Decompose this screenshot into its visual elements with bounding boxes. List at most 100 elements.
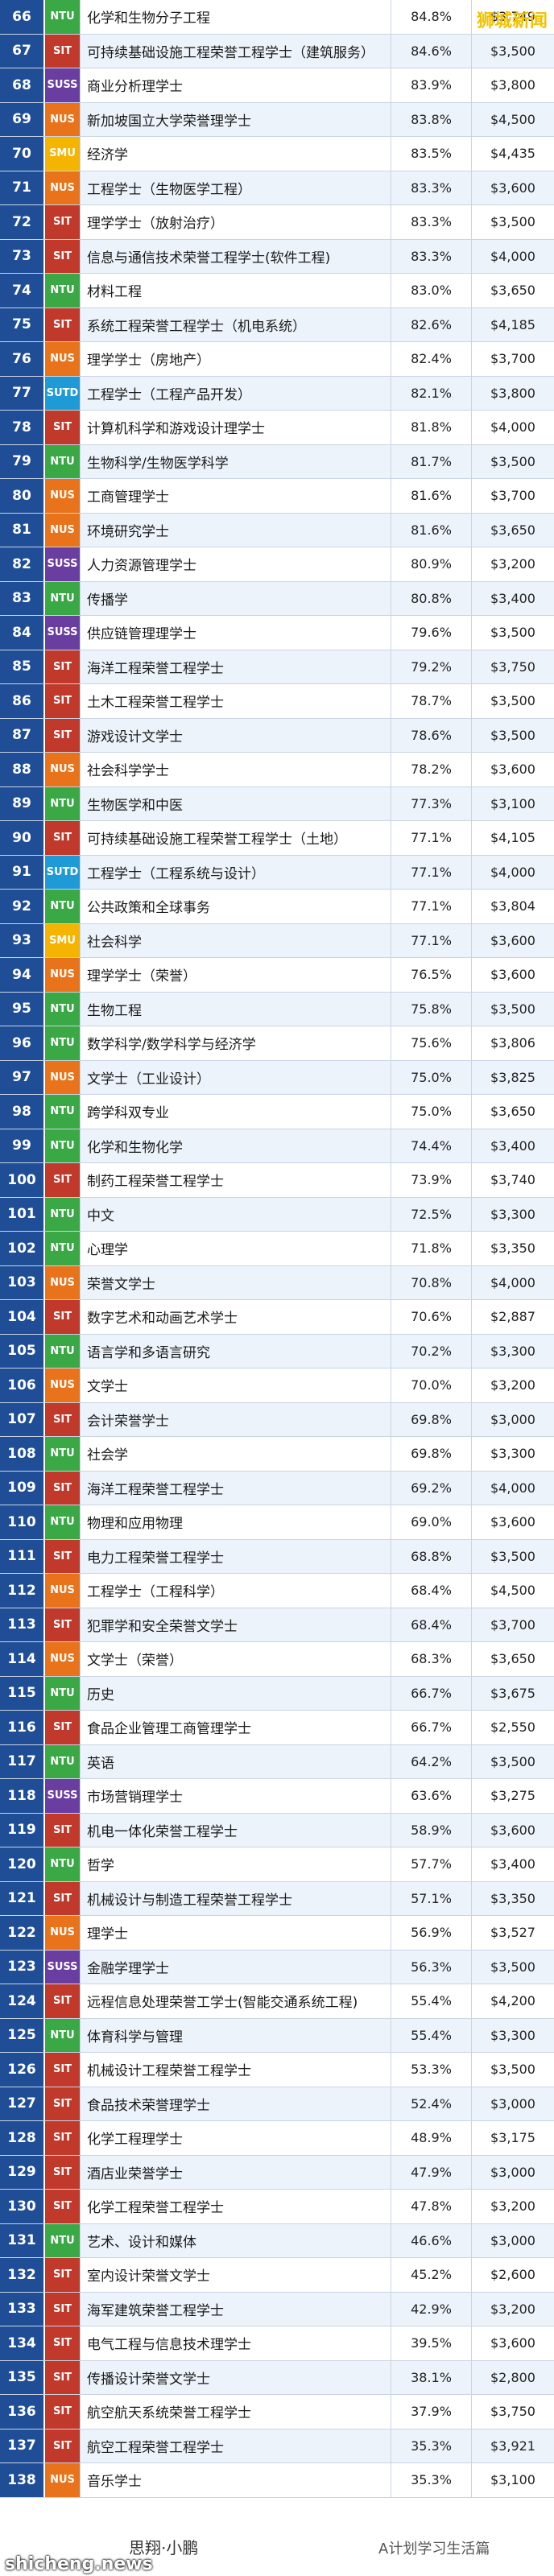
table-row: 94 NUS 理学学士（荣誉） 76.5% $3,600 <box>0 958 554 993</box>
employment-rate-cell: 80.9% <box>391 547 472 581</box>
rank-cell: 120 <box>0 1847 45 1881</box>
table-row: 101 NTU 中文 72.5% $3,300 <box>0 1197 554 1232</box>
program-cell: 室内设计荣誉文学士 <box>81 2258 391 2292</box>
rank-cell: 131 <box>0 2223 45 2257</box>
program-cell: 传播设计荣誉文学士 <box>81 2360 391 2394</box>
school-badge: NTU <box>45 1026 81 1060</box>
employment-rate-cell: 78.7% <box>391 684 472 718</box>
table-row: 91 SUTD 工程学士（工程系统与设计） 77.1% $4,000 <box>0 855 554 890</box>
program-cell: 化学和生物化学 <box>81 1129 391 1162</box>
employment-rate-cell: 55.4% <box>391 2018 472 2052</box>
school-badge: NUS <box>45 1574 81 1608</box>
school-badge: NUS <box>45 1368 81 1402</box>
school-badge: SIT <box>45 1984 81 2018</box>
program-cell: 会计荣誉学士 <box>81 1402 391 1436</box>
table-row: 129 SIT 酒店业荣誉学士 47.9% $3,000 <box>0 2155 554 2190</box>
table-row: 71 NUS 工程学士（生物医学工程） 83.3% $3,600 <box>0 171 554 205</box>
rank-cell: 76 <box>0 342 45 376</box>
school-badge: SIT <box>45 2360 81 2394</box>
employment-rate-cell: 80.8% <box>391 581 472 615</box>
school-badge: NTU <box>45 1129 81 1162</box>
employment-rate-cell: 56.9% <box>391 1916 472 1950</box>
employment-rate-cell: 77.1% <box>391 855 472 889</box>
salary-cell: $3,000 <box>490 2095 535 2112</box>
school-badge: NTU <box>45 890 81 923</box>
program-cell: 中文 <box>81 1197 391 1231</box>
school-badge: NUS <box>45 513 81 547</box>
employment-rate-cell: 58.9% <box>391 1813 472 1847</box>
rank-cell: 84 <box>0 616 45 650</box>
school-badge: SIT <box>45 308 81 341</box>
program-cell: 材料工程 <box>81 274 391 308</box>
program-cell: 社会科学 <box>81 923 391 957</box>
employment-rate-cell: 78.6% <box>391 718 472 752</box>
rank-cell: 83 <box>0 581 45 615</box>
school-badge: NUS <box>45 171 81 204</box>
school-badge: SIT <box>45 239 81 273</box>
program-cell: 电气工程与信息技术理学士 <box>81 2326 391 2360</box>
rank-cell: 106 <box>0 1368 45 1402</box>
table-row: 95 NTU 生物工程 75.8% $3,500 <box>0 992 554 1026</box>
program-cell: 机电一体化荣誉工程学士 <box>81 1813 391 1847</box>
school-badge: SIT <box>45 2326 81 2360</box>
rank-cell: 119 <box>0 1813 45 1847</box>
table-row: 100 SIT 制药工程荣誉工程学士 73.9% $3,740 <box>0 1163 554 1198</box>
table-row: 87 SIT 游戏设计文学士 78.6% $3,500 <box>0 718 554 753</box>
employment-rate-cell: 45.2% <box>391 2258 472 2292</box>
salary-cell: $3,800 <box>490 385 535 401</box>
salary-cell: $3,600 <box>490 1514 535 1530</box>
employment-rate-cell: 69.0% <box>391 1505 472 1539</box>
table-row: 124 SIT 远程信息处理荣誉工学士(智能交通系统工程) 55.4% $4,200 <box>0 1984 554 2019</box>
rank-cell: 78 <box>0 411 45 444</box>
table-row: 127 SIT 食品技术荣誉理学士 52.4% $3,000 <box>0 2087 554 2121</box>
table-row: 99 NTU 化学和生物化学 74.4% $3,400 <box>0 1129 554 1163</box>
salary-cell: $4,500 <box>490 1583 535 1599</box>
salary-cell: $3,100 <box>490 2472 535 2488</box>
salary-cell: $4,200 <box>490 1993 535 2009</box>
program-cell: 环境研究学士 <box>81 513 391 547</box>
salary-cell: $4,105 <box>490 830 535 846</box>
table-row: 97 NUS 文学士（工业设计） 75.0% $3,825 <box>0 1060 554 1095</box>
program-cell: 制药工程荣誉工程学士 <box>81 1163 391 1197</box>
rank-cell: 136 <box>0 2395 45 2429</box>
school-badge: NTU <box>45 2223 81 2257</box>
rank-cell: 114 <box>0 1642 45 1676</box>
employment-rate-cell: 79.6% <box>391 616 472 650</box>
school-badge: SUTD <box>45 855 81 889</box>
salary-cell: $3,500 <box>490 2062 535 2078</box>
rank-cell: 79 <box>0 444 45 478</box>
rank-cell: 125 <box>0 2018 45 2052</box>
rank-cell: 124 <box>0 1984 45 2018</box>
employment-rate-cell: 77.1% <box>391 923 472 957</box>
employment-rate-cell: 83.0% <box>391 274 472 308</box>
table-row: 80 NUS 工商管理学士 81.6% $3,700 <box>0 479 554 514</box>
school-badge: NTU <box>45 581 81 615</box>
table-row: 74 NTU 材料工程 83.0% $3,650 <box>0 274 554 308</box>
rank-cell: 107 <box>0 1402 45 1436</box>
salary-cell: $3,700 <box>490 488 535 504</box>
school-badge: SIT <box>45 1300 81 1334</box>
rank-cell: 138 <box>0 2463 45 2497</box>
employment-rate-cell: 83.5% <box>391 137 472 171</box>
salary-cell: $3,500 <box>490 43 535 59</box>
table-row: 131 NTU 艺术、设计和媒体 46.6% $3,000 <box>0 2223 554 2258</box>
employment-rate-cell: 68.8% <box>391 1539 472 1573</box>
employment-rate-cell: 74.4% <box>391 1129 472 1162</box>
table-row: 120 NTU 哲学 57.7% $3,400 <box>0 1847 554 1882</box>
table-row: 133 SIT 海军建筑荣誉工程学士 42.9% $3,200 <box>0 2292 554 2326</box>
employment-rate-cell: 81.6% <box>391 479 472 513</box>
table-row: 136 SIT 航空航天系统荣誉工程学士 37.9% $3,750 <box>0 2395 554 2429</box>
table-row: 116 SIT 食品企业管理工商管理学士 66.7% $2,550 <box>0 1711 554 1745</box>
table-row: 115 NTU 历史 66.7% $3,675 <box>0 1676 554 1711</box>
employment-rate-cell: 56.3% <box>391 1950 472 1984</box>
table-row: 98 NTU 跨学科双专业 75.0% $3,650 <box>0 1095 554 1129</box>
employment-rate-cell: 63.6% <box>391 1779 472 1813</box>
program-cell: 文学士（工业设计） <box>81 1060 391 1094</box>
rank-cell: 66 <box>0 0 45 34</box>
salary-cell: $3,175 <box>490 2130 535 2146</box>
school-badge: SIT <box>45 205 81 239</box>
program-cell: 跨学科双专业 <box>81 1095 391 1129</box>
employment-rate-cell: 53.3% <box>391 2053 472 2087</box>
program-cell: 金融学理学士 <box>81 1950 391 1984</box>
school-badge: SUSS <box>45 616 81 650</box>
